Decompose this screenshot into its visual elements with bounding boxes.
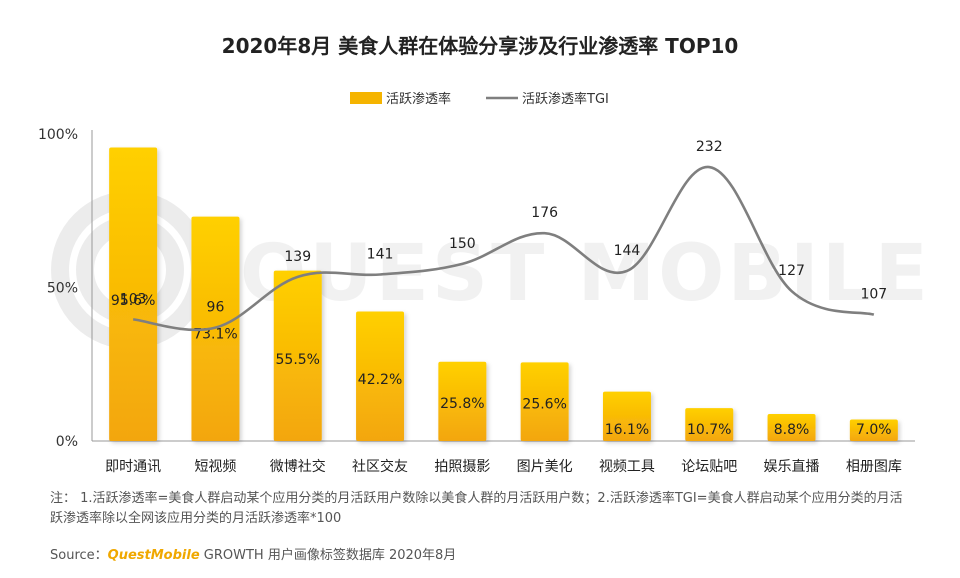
bar — [849, 419, 898, 441]
source-line: Source：QuestMobile GROWTH 用户画像标签数据库 2020… — [50, 544, 456, 563]
bar — [520, 362, 569, 441]
bar-value-label: 8.8% — [774, 422, 810, 438]
tgi-value-label: 176 — [531, 205, 558, 221]
legend-bar-swatch — [350, 92, 382, 104]
bar-value-label: 95.6% — [111, 293, 155, 309]
bar-value-label: 55.5% — [276, 352, 320, 368]
bar — [685, 408, 734, 441]
footnote: 注： 1.活跃渗透率=美食人群启动某个应用分类的月活跃用户数除以美食人群的月活跃… — [50, 491, 903, 526]
tgi-value-label: 144 — [614, 243, 641, 259]
source-rest: GROWTH 用户画像标签数据库 2020年8月 — [199, 548, 457, 563]
y-tick-label: 50% — [47, 281, 78, 297]
x-category-label: 相册图库 — [846, 459, 902, 475]
bar-value-label: 25.6% — [522, 396, 566, 412]
y-tick-label: 100% — [38, 127, 78, 143]
chart-canvas: QUEST MOBILE100%50%0%95.6%73.1%55.5%42.2… — [38, 91, 928, 475]
bar — [273, 270, 322, 441]
bar-value-label: 16.1% — [605, 422, 649, 438]
x-category-label: 图片美化 — [517, 459, 573, 475]
x-category-label: 拍照摄影 — [434, 459, 490, 475]
x-category-label: 娱乐直播 — [764, 458, 820, 475]
bar — [438, 361, 487, 441]
x-category-label: 即时通讯 — [105, 459, 161, 475]
tgi-value-label: 232 — [696, 139, 723, 155]
x-category-label: 短视频 — [194, 459, 236, 475]
bar — [109, 147, 158, 441]
legend-line-label: 活跃渗透率TGI — [522, 91, 609, 107]
bar-value-label: 25.8% — [440, 396, 484, 412]
bar — [602, 391, 651, 441]
x-category-label: 微博社交 — [270, 458, 326, 475]
y-tick-label: 0% — [56, 434, 78, 450]
x-category-label: 视频工具 — [599, 459, 655, 475]
x-category-label: 论坛贴吧 — [681, 459, 737, 475]
tgi-value-label: 103 — [120, 291, 147, 307]
chart-title: 2020年8月 美食人群在体验分享涉及行业渗透率 TOP10 — [221, 34, 739, 58]
x-category-label: 社区交友 — [352, 458, 408, 475]
bar-value-label: 42.2% — [358, 372, 402, 388]
tgi-value-label: 139 — [284, 249, 311, 265]
tgi-value-label: 150 — [449, 236, 476, 252]
source-prefix: Source： — [50, 548, 108, 563]
tgi-value-label: 141 — [367, 247, 394, 263]
tgi-value-label: 127 — [778, 263, 805, 279]
tgi-value-label: 96 — [207, 300, 225, 316]
bar — [356, 311, 405, 441]
tgi-value-label: 107 — [860, 287, 887, 303]
bar-value-label: 7.0% — [856, 422, 892, 438]
tgi-line — [132, 165, 875, 332]
legend-bar-label: 活跃渗透率 — [386, 91, 451, 107]
source-brand: QuestMobile — [107, 548, 200, 563]
bar-value-label: 10.7% — [687, 422, 731, 438]
bar — [767, 413, 816, 441]
